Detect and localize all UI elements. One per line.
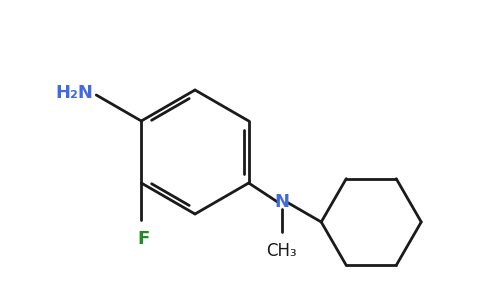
Text: N: N bbox=[274, 193, 289, 211]
Text: H₂N: H₂N bbox=[55, 84, 93, 102]
Text: F: F bbox=[137, 230, 150, 248]
Text: CH₃: CH₃ bbox=[266, 242, 297, 260]
